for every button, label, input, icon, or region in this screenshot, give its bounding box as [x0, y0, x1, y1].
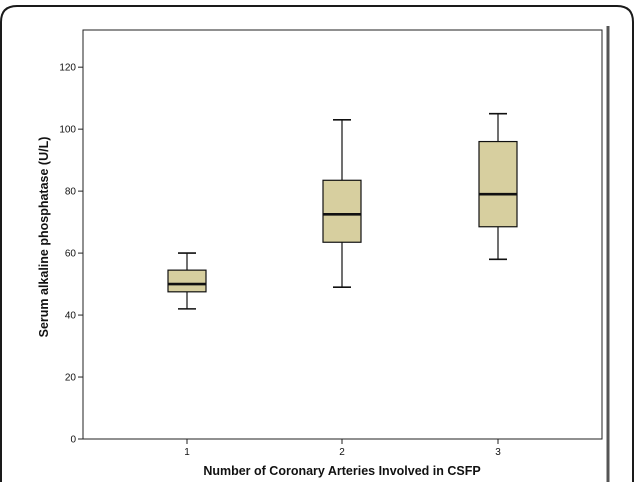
y-tick-label-0: 0: [70, 435, 76, 446]
y-tick-label-120: 120: [59, 63, 76, 74]
x-tick-label-3: 3: [495, 447, 501, 458]
box-3: [478, 140, 518, 228]
x-axis: 1 2 3: [184, 439, 501, 458]
y-axis: 0 20 40 60 80 100 120: [59, 63, 83, 446]
y-tick-label-20: 20: [65, 373, 77, 384]
boxes: [167, 112, 518, 310]
y-tick-label-40: 40: [65, 311, 77, 322]
y-tick-label-100: 100: [59, 125, 76, 136]
y-axis-title: Serum alkaline phosphatase (U/L): [37, 137, 51, 338]
x-tick-label-1: 1: [184, 447, 190, 458]
box-1: [167, 269, 207, 293]
x-axis-title: Number of Coronary Arteries Involved in …: [203, 464, 480, 478]
y-tick-label-80: 80: [65, 187, 77, 198]
rounded-border: [0, 5, 634, 482]
y-tick-label-60: 60: [65, 249, 77, 260]
x-tick-label-2: 2: [339, 447, 345, 458]
box-2: [322, 179, 362, 243]
